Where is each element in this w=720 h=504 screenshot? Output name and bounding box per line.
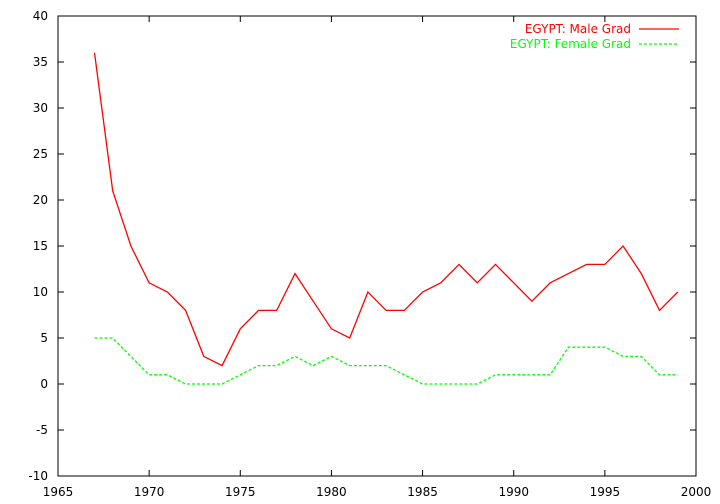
series-layer [93, 52, 679, 385]
legend-entry-male: EGYPT: Male Grad [525, 22, 679, 36]
y-tick-label: 40 [33, 9, 48, 23]
y-tick-label: 15 [33, 239, 48, 253]
series-line-male-grad [93, 52, 679, 367]
y-tick-label: 0 [40, 377, 48, 391]
y-tick-label: 5 [40, 331, 48, 345]
x-tick-label: 1995 [590, 485, 621, 499]
legend-label-female: EGYPT: Female Grad [510, 37, 631, 51]
x-tick-label: 2000 [681, 485, 712, 499]
legend-entry-female: EGYPT: Female Grad [510, 37, 679, 51]
y-tick-label: 25 [33, 147, 48, 161]
x-tick-label: 1975 [225, 485, 256, 499]
x-tick-label: 1990 [498, 485, 529, 499]
x-axis: 1965 1970 1975 1980 1985 1990 1995 2000 [43, 16, 712, 499]
x-tick-label: 1985 [407, 485, 438, 499]
y-tick-label: 35 [33, 55, 48, 69]
legend-label-male: EGYPT: Male Grad [525, 22, 631, 36]
x-tick-label: 1970 [134, 485, 165, 499]
y-tick-label: -5 [36, 423, 48, 437]
x-tick-label: 1980 [316, 485, 347, 499]
legend: EGYPT: Male Grad EGYPT: Female Grad [510, 22, 679, 51]
y-tick-label: 10 [33, 285, 48, 299]
y-tick-label: 20 [33, 193, 48, 207]
plot-frame [57, 15, 697, 477]
y-axis: -10 -5 0 5 10 15 20 25 30 35 40 [28, 9, 696, 483]
x-tick-label: 1965 [43, 485, 74, 499]
y-tick-label: 30 [33, 101, 48, 115]
y-tick-label: -10 [28, 469, 48, 483]
series-line-female-grad [94, 337, 678, 385]
